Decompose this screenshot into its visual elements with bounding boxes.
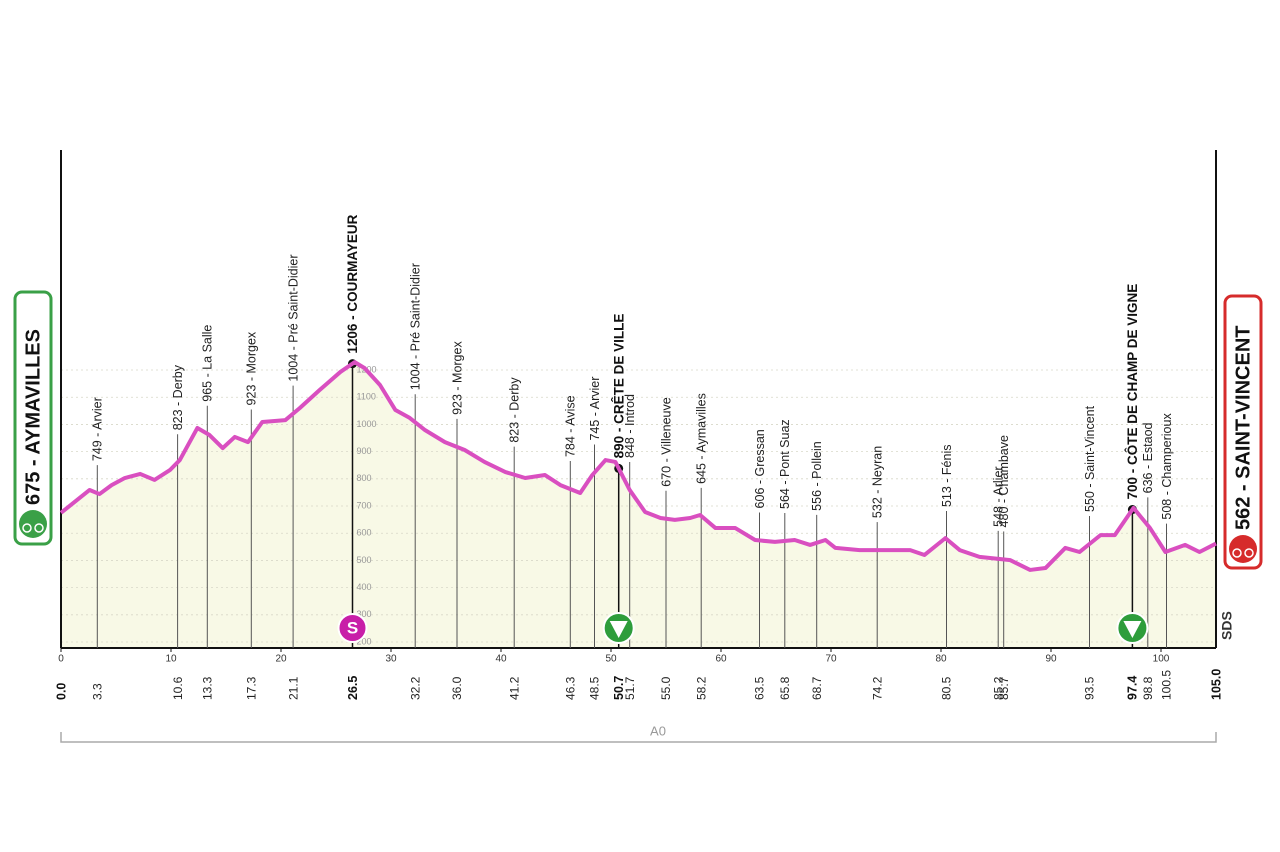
waypoint-label: 480 - Chambave	[997, 435, 1011, 527]
waypoint-label: 548 - Arlier	[991, 466, 1005, 526]
y-tick-label: 200	[357, 636, 372, 646]
km-label: 17.3	[244, 676, 258, 700]
x-tick-label: 90	[1045, 654, 1057, 665]
x-tick-label: 30	[385, 654, 397, 665]
km-label: 10.6	[171, 676, 185, 700]
km-label: 41.2	[507, 676, 521, 700]
waypoint-label: 550 - Saint-Vincent	[1083, 405, 1097, 512]
waypoint-label: 513 - Fénis	[940, 445, 954, 508]
x-tick-label: 20	[275, 654, 287, 665]
y-tick-label: 900	[357, 446, 372, 456]
km-label: 55.0	[659, 676, 673, 700]
waypoint-label: 556 - Pollein	[810, 441, 824, 511]
waypoint-label: 564 - Pont Suaz	[778, 419, 792, 509]
start-box	[13, 290, 53, 546]
km-label: 3.3	[90, 683, 104, 700]
waypoint-label: 636 - Estaod	[1141, 422, 1155, 493]
km-label: 98.8	[1141, 676, 1155, 700]
km-label: 58.2	[694, 676, 708, 700]
start-icon-wheel	[22, 523, 32, 533]
y-tick-label: 800	[357, 473, 372, 483]
waypoint-label: 700 - CÔTE DE CHAMP DE VIGNE	[1125, 284, 1140, 500]
y-tick-label: 300	[357, 609, 372, 619]
km-label: 32.2	[408, 676, 422, 700]
x-tick-label: 70	[825, 654, 837, 665]
km-label: 21.1	[286, 676, 300, 700]
y-tick-label: 700	[357, 500, 372, 510]
km-label: 85.7	[997, 676, 1011, 700]
km-label: 97.4	[1126, 676, 1140, 700]
y-tick-label: 1000	[357, 419, 377, 429]
road-label: A0	[650, 723, 666, 738]
km-label: 0.0	[54, 683, 68, 700]
waypoint-label: 645 - Aymavilles	[694, 393, 708, 484]
waypoint-label: 508 - Champerioux	[1160, 413, 1174, 520]
start-icon-wheel	[34, 523, 44, 533]
waypoint-label: 532 - Neyran	[870, 446, 884, 518]
sprint-label: S	[347, 618, 358, 637]
start-icon	[19, 510, 47, 538]
waypoint-label: 923 - Morgex	[245, 331, 259, 405]
road-bracket	[60, 732, 1217, 743]
finish-icon-wheel	[1244, 548, 1254, 558]
waypoint-label: 823 - Derby	[507, 377, 521, 443]
kom-arrow	[609, 621, 628, 638]
km-label: 74.2	[870, 676, 884, 700]
y-tick-label: 500	[357, 555, 372, 565]
waypoint-label: 784 - Avise	[564, 395, 578, 457]
x-tick-label: 50	[605, 654, 617, 665]
finish-box	[1223, 294, 1263, 570]
km-label: 65.8	[778, 676, 792, 700]
waypoint-label: 749 - Arvier	[91, 397, 105, 461]
finish-label: 562 - SAINT-VINCENT	[1232, 326, 1254, 530]
km-label: 50.7	[612, 676, 626, 700]
start-label: 675 - AYMAVILLES	[22, 329, 44, 505]
kom-arrow	[1123, 621, 1142, 638]
waypoint-label: 1206 - COURMAYEUR	[345, 214, 360, 353]
waypoint-label: 848 - Introd	[623, 394, 637, 458]
finish-icon-wheel	[1232, 548, 1242, 558]
y-tick-label: 1100	[357, 392, 376, 402]
km-label: 13.3	[200, 676, 214, 700]
waypoint-label: 823 - Derby	[171, 364, 185, 430]
km-label: 105.0	[1209, 669, 1223, 700]
finish-icon	[1229, 535, 1257, 563]
waypoint-label: 606 - Gressan	[753, 429, 767, 508]
km-label: 68.7	[810, 676, 824, 700]
km-label: 100.5	[1160, 670, 1174, 700]
x-tick-label: 100	[1153, 654, 1170, 665]
km-label: 36.0	[450, 676, 464, 700]
x-tick-label: 10	[165, 654, 177, 665]
km-label: 51.7	[623, 676, 637, 700]
km-label: 46.3	[563, 676, 577, 700]
x-tick-label: 0	[58, 654, 64, 665]
x-tick-label: 80	[935, 654, 947, 665]
sprint-icon	[337, 613, 368, 643]
y-tick-label: 600	[357, 528, 372, 538]
x-tick-label: 40	[495, 654, 507, 665]
waypoint-label: 745 - Arvier	[588, 377, 602, 441]
km-label: 26.5	[346, 676, 360, 700]
x-tick-label: 60	[715, 654, 727, 665]
km-label: 48.5	[588, 676, 602, 700]
profile-line	[59, 360, 1217, 572]
waypoint-label: 965 - La Salle	[201, 325, 215, 402]
waypoint-label: 890 - CRÊTE DE VILLE	[611, 314, 626, 459]
km-label: 80.5	[940, 676, 954, 700]
waypoint-label: 1004 - Pré Saint-Didier	[286, 254, 300, 381]
waypoint-label: 670 - Villeneuve	[659, 397, 673, 486]
km-label: 63.5	[753, 676, 767, 700]
logo: SDS	[1219, 611, 1235, 640]
waypoint-label: 923 - Morgex	[450, 341, 464, 415]
waypoint-label: 1004 - Pré Saint-Didier	[408, 263, 422, 390]
km-label: 93.5	[1083, 676, 1097, 700]
km-label: 85.2	[991, 676, 1005, 700]
y-tick-label: 400	[357, 582, 372, 592]
